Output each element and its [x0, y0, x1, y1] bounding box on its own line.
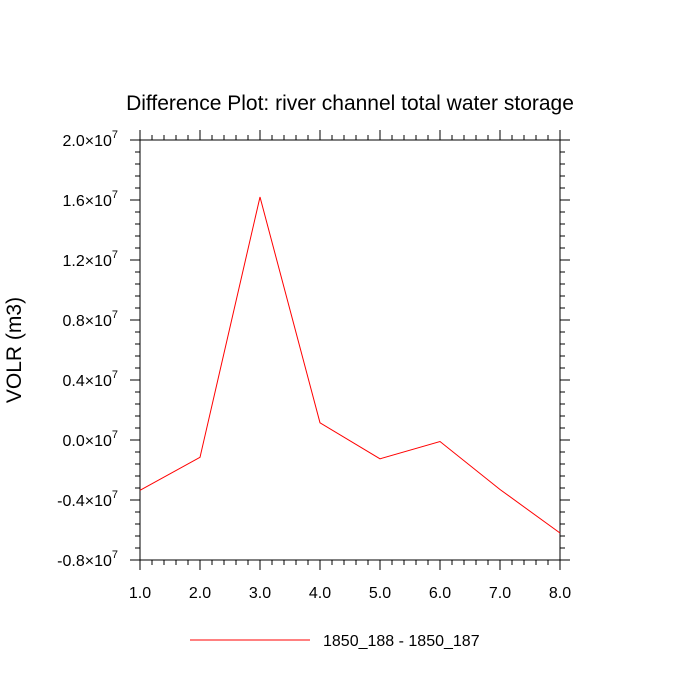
x-tick-label: 7.0 — [489, 585, 511, 602]
legend: 1850_188 - 1850_187 — [190, 633, 480, 650]
series-layer — [139, 196, 561, 534]
y-axis-label: VOLR (m3) — [3, 297, 26, 403]
x-tick-label: 2.0 — [189, 585, 211, 602]
x-tick-label: 1.0 — [129, 585, 151, 602]
y-tick-label: 2.0×107 — [62, 129, 118, 150]
y-tick-label: -0.8×107 — [57, 549, 118, 570]
x-tick-label: 4.0 — [309, 585, 331, 602]
legend-label: 1850_188 - 1850_187 — [323, 633, 480, 650]
x-tick-label: 8.0 — [549, 585, 571, 602]
x-tick-label: 3.0 — [249, 585, 271, 602]
x-tick-labels: 1.0 2.0 3.0 4.0 5.0 6.0 7.0 8.0 — [129, 585, 571, 602]
chart-title: Difference Plot: river channel total wat… — [126, 92, 574, 115]
y-tick-label: 0.4×107 — [62, 369, 118, 390]
y-tick-label: 1.6×107 — [62, 189, 118, 210]
y-tick-label: 0.8×107 — [62, 309, 118, 330]
y-tick-label: -0.4×107 — [57, 489, 118, 510]
x-tick-label: 6.0 — [429, 585, 451, 602]
y-tick-labels: -0.8×107 -0.4×107 0.0×107 0.4×107 0.8×107 1.2… — [57, 129, 118, 570]
x-tick-label: 5.0 — [369, 585, 391, 602]
minor-ticks — [135, 135, 565, 565]
y-tick-label: 1.2×107 — [62, 249, 118, 270]
y-tick-label: 0.0×107 — [62, 429, 118, 450]
series-line — [139, 196, 561, 534]
major-ticks — [130, 130, 570, 570]
plot-frame — [139, 139, 561, 561]
